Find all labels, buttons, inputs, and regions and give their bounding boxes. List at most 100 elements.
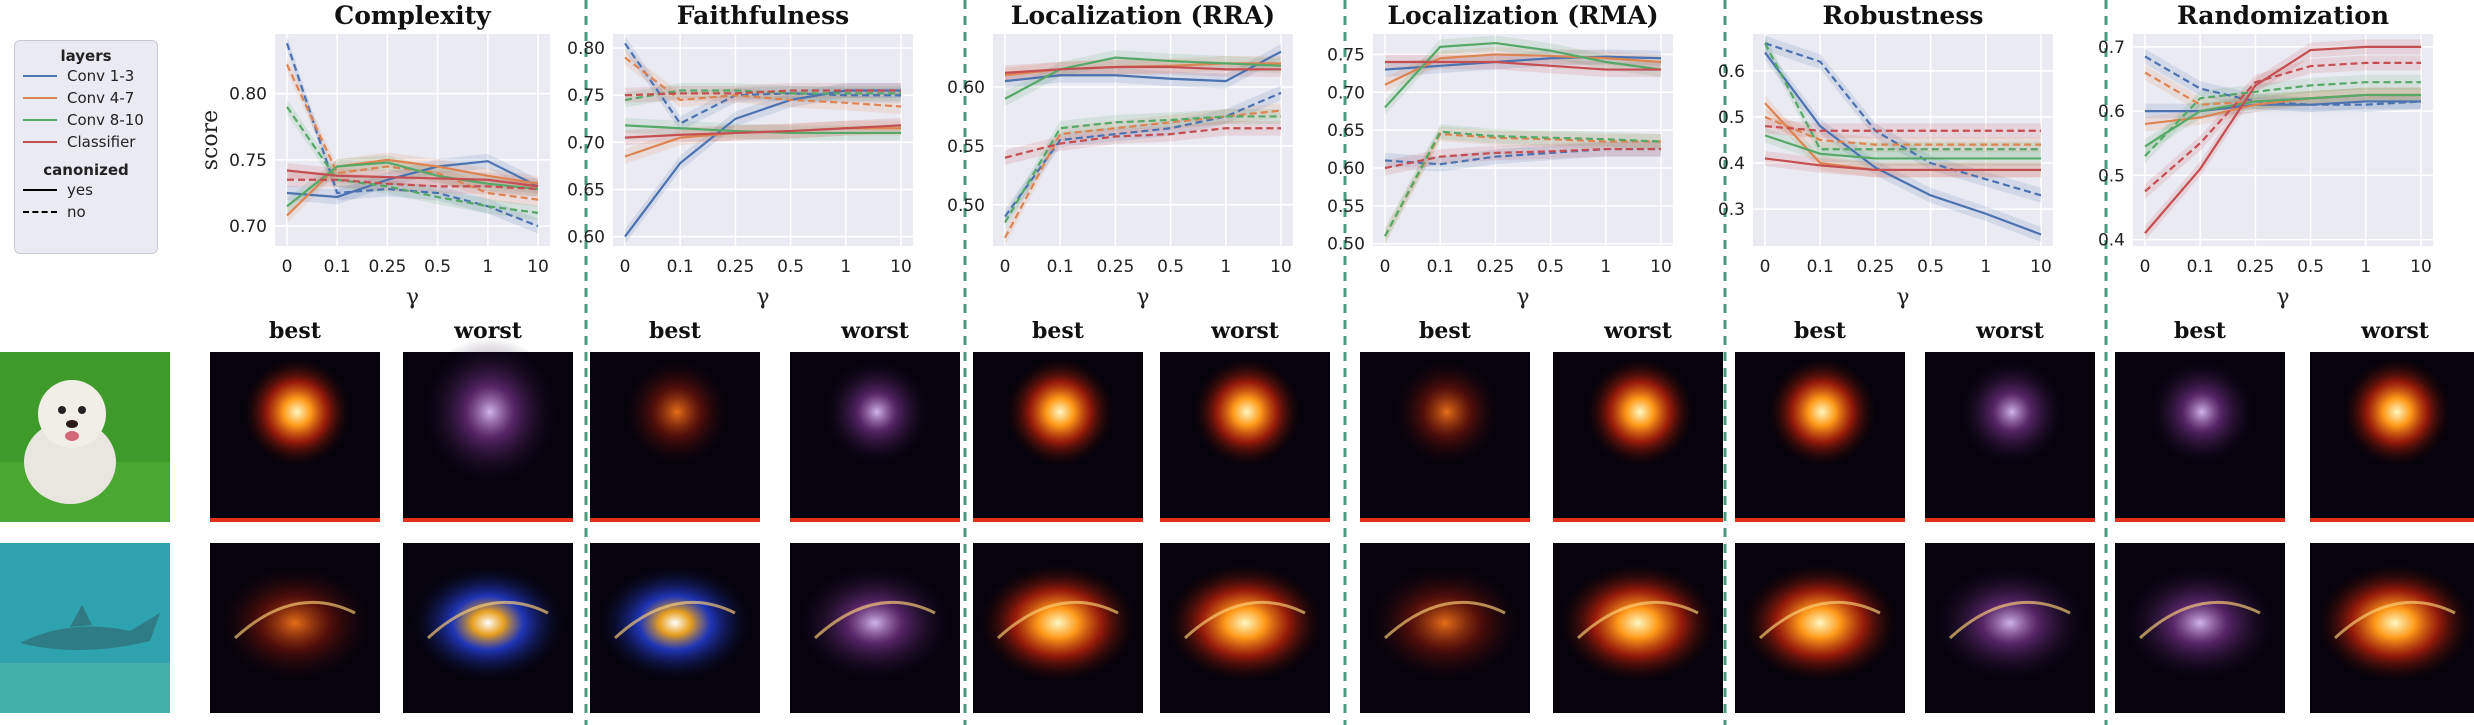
dog-heatmap-glow [1767,357,1877,467]
y-tick-label: 0.7 [2098,38,2125,58]
plot-background [613,34,913,246]
chart-2: 0.50 0.55 0.60 0 0.1 0.25 0.5 1 10 Localization (… [947,1,1293,310]
x-tick-label: 0.1 [1427,257,1454,277]
heatmap-edge [403,518,573,522]
y-tick-label: 0.50 [947,196,985,216]
series-ci-band [1765,109,2041,153]
heatmap-edge [590,518,760,522]
y-tick-label: 0.4 [2098,231,2125,251]
best-label: best [2174,318,2227,344]
legend-swatch [23,97,57,99]
shark-fin [70,605,92,627]
best-label: best [1419,318,1472,344]
chart-title: Complexity [334,1,492,30]
series-line-conv-1-3-no [2144,55,2422,106]
series-line-conv-1-3-yes [1384,55,1662,71]
dog-heatmap-glow [1005,357,1115,467]
shark-heatmap-glow [1740,563,1900,683]
y-tick-label: 0.80 [229,85,267,105]
shark-outline-stroke [1758,600,1881,640]
heatmap-edge [1160,518,1330,522]
series-ci-band [1385,141,1661,172]
shark-outline-stroke [1183,600,1306,640]
x-tick-label: 0.5 [1537,257,1564,277]
x-axis-label: γ [2276,285,2289,310]
shark-heatmap-glow [215,563,375,683]
shark-heatmap-glow [795,563,955,683]
y-tick-label: 0.5 [1718,108,1745,128]
chart-1: 0.60 0.65 0.70 0.75 0.80 0 0.1 0.25 0.5 1 10 Faithf… [567,1,913,310]
x-tick-label: 1 [1600,257,1611,277]
dog-body [24,420,116,504]
series-ci-band [1385,141,1661,176]
y-tick-label: 0.55 [1327,197,1365,217]
legend-item: Conv 4-7 [15,87,157,109]
legend-swatch [23,141,57,143]
worst-label: worst [2360,318,2430,344]
series-line-classifier-yes [1385,60,1661,71]
legend-label: Classifier [67,133,136,151]
best-label: best [269,318,322,344]
x-tick-label: 0.1 [1047,257,1074,277]
x-tick-label: 10 [2030,257,2052,277]
dog-heatmap-glow [822,357,932,467]
x-axis-label: γ [406,285,419,310]
legend-item: Classifier [15,131,157,153]
y-tick-label: 0.70 [1327,83,1365,103]
series-line-conv-8-10-yes [286,161,539,208]
x-tick-label: 0.25 [2236,257,2274,277]
series-ci-band [287,99,538,221]
x-tick-label: 0.1 [667,257,694,277]
legend-solid-swatch [23,189,57,191]
shark-outline-stroke [813,600,936,640]
heatmap-edge [790,518,960,522]
series-line-conv-1-3-no [1004,91,1282,218]
shark-outline-stroke [2138,600,2261,640]
shark-outline-stroke [996,600,1119,640]
series-ci-band [1005,44,1281,89]
heatmap-edge [1360,518,1530,522]
dog-heatmap-glow [1957,357,2067,467]
worst-label: worst [1975,318,2045,344]
series-line-conv-1-3-yes [2145,100,2421,113]
series-ci-band [287,152,538,223]
x-axis-label: γ [1896,285,1909,310]
y-tick-label: 0.6 [2098,102,2125,122]
x-tick-label: 1 [1220,257,1231,277]
x-tick-label: 10 [1650,257,1672,277]
x-tick-label: 0 [282,257,293,277]
y-tick-label: 0.65 [1327,121,1365,141]
x-tick-label: 0.1 [2187,257,2214,277]
dog-heatmap-glow [1392,357,1502,467]
series-ci-band [287,35,538,234]
series-ci-band [1385,124,1661,244]
dog-heatmap-glow [622,357,732,467]
series-line-classifier-no [287,178,539,191]
legend-dashed-swatch [23,211,57,213]
chart-3: 0.50 0.55 0.60 0.65 0.70 0.75 0 0.1 0.25 0.5 1 10 Lo… [1327,1,1673,310]
series-line-conv-8-10-yes [1384,41,1662,109]
series-line-classifier-no [1384,147,1661,170]
series-line-conv-8-10-no [1764,42,2041,151]
x-axis-label: γ [1136,285,1149,310]
heatmap-edge [2115,518,2285,522]
y-tick-label: 0.80 [567,39,605,59]
heatmap-edge [2310,518,2474,522]
series-line-conv-4-7-no [1384,132,1661,237]
series-line-conv-4-7-no [1004,109,1282,239]
x-tick-label: 0 [1380,257,1391,277]
y-tick-label: 0.60 [947,78,985,98]
dog-heatmap-glow [2147,357,2257,467]
x-tick-label: 0.5 [2297,257,2324,277]
series-line-classifier-yes [286,169,539,188]
series-line-classifier-yes [1004,65,1281,74]
series-line-conv-1-3-yes [286,160,539,199]
legend-style-title: canonized [43,161,129,179]
series-ci-band [2145,65,2421,113]
series-ci-band [1005,109,1281,230]
y-tick-label: 0.65 [567,180,605,200]
legend-style-item: yes [15,179,157,201]
shark-outline-stroke [2333,600,2456,640]
series-ci-band [287,155,538,214]
series-ci-band [2145,55,2421,199]
